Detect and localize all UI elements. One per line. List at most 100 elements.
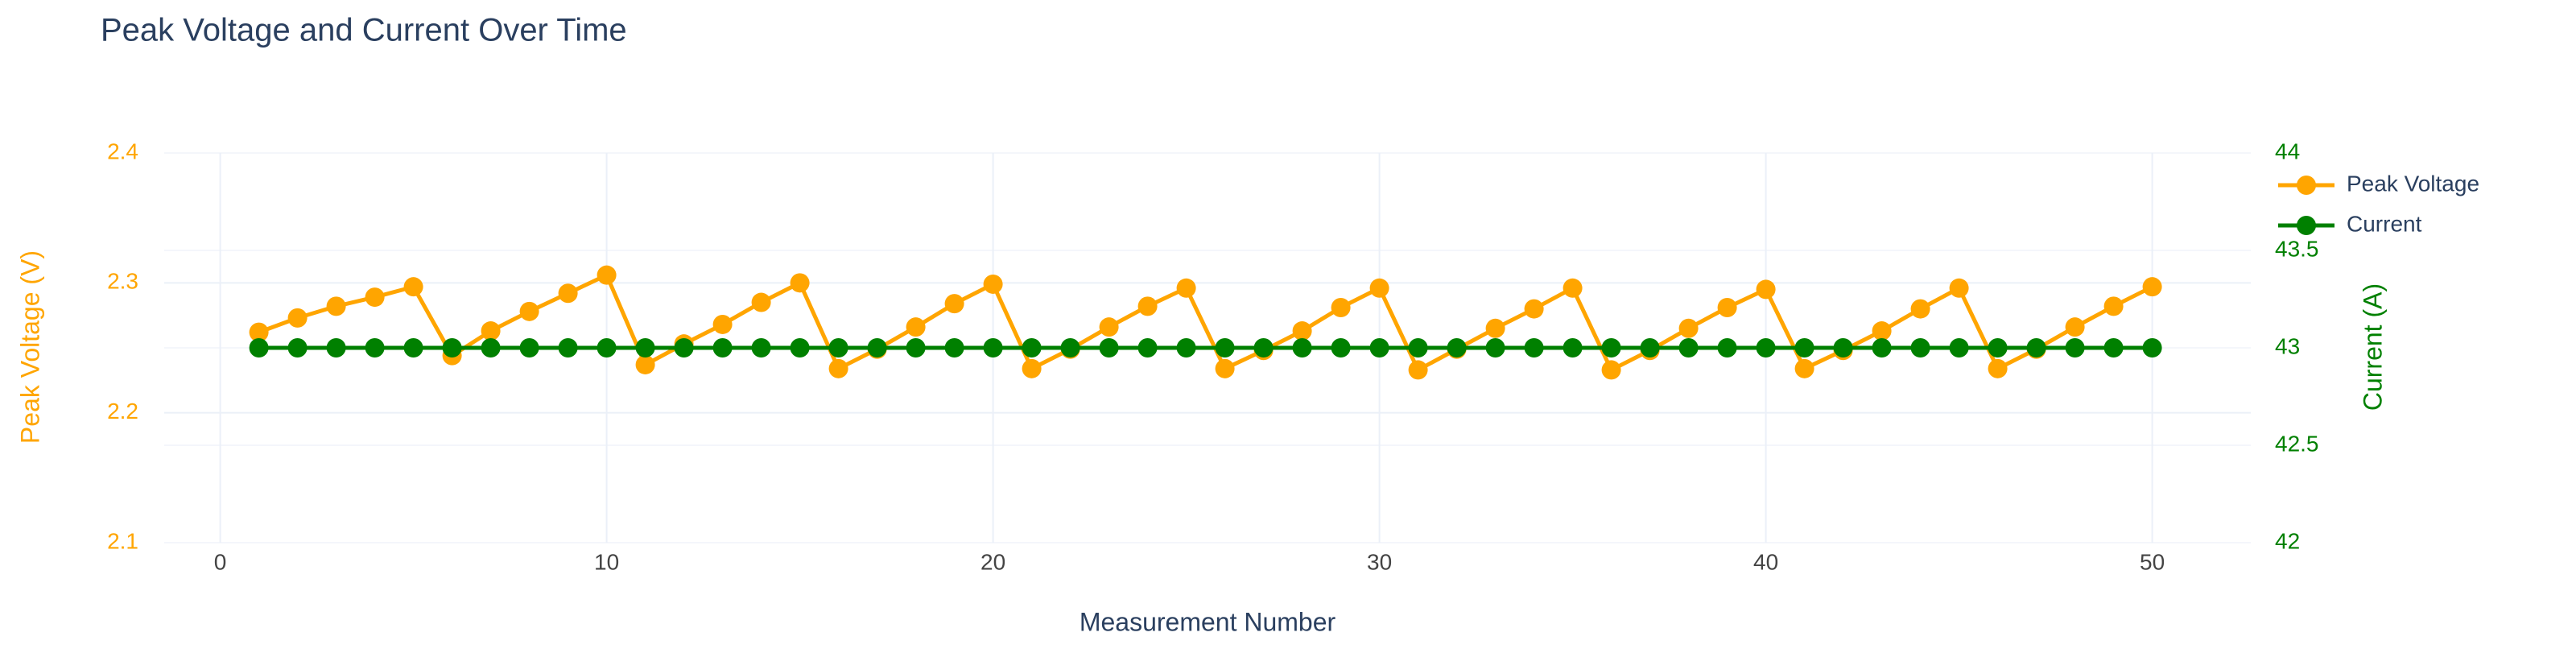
marker	[906, 317, 926, 337]
marker	[983, 274, 1003, 294]
marker	[1524, 338, 1544, 357]
marker	[1292, 321, 1312, 341]
marker	[1022, 338, 1042, 357]
marker	[326, 296, 346, 316]
y-tick-label: 2.2	[107, 399, 138, 424]
legend-marker	[2297, 216, 2316, 235]
marker	[287, 308, 308, 328]
marker	[481, 338, 501, 357]
marker	[751, 338, 771, 357]
marker	[403, 338, 423, 357]
y-tick-label: 2.3	[107, 269, 138, 294]
marker	[1022, 358, 1042, 378]
marker	[2142, 277, 2162, 297]
marker	[867, 338, 887, 357]
marker	[1369, 338, 1389, 357]
marker	[1756, 338, 1776, 357]
marker	[828, 358, 848, 378]
marker	[2065, 338, 2085, 357]
marker	[674, 338, 694, 357]
marker	[1524, 299, 1544, 319]
marker	[1563, 338, 1583, 357]
marker	[287, 338, 308, 357]
marker	[828, 338, 848, 357]
marker	[1176, 338, 1196, 357]
marker	[751, 292, 771, 312]
y2-tick-label: 43	[2275, 333, 2300, 358]
x-tick-label: 30	[1367, 549, 1392, 574]
y-tick-label: 2.4	[107, 138, 138, 163]
marker	[1640, 338, 1660, 357]
legend-marker	[2297, 176, 2316, 195]
marker	[597, 338, 617, 357]
marker	[1872, 321, 1892, 341]
marker	[1717, 338, 1737, 357]
marker	[1949, 338, 1969, 357]
chart-title: Peak Voltage and Current Over Time	[101, 13, 627, 48]
marker	[1910, 299, 1930, 319]
marker	[635, 338, 655, 357]
marker	[1176, 278, 1196, 298]
marker	[1485, 318, 1505, 338]
series-line	[258, 272, 2153, 373]
y2-tick-label: 42.5	[2275, 431, 2319, 456]
marker	[1794, 358, 1814, 378]
marker	[1988, 358, 2008, 378]
marker	[1949, 278, 1969, 298]
y2-tick-label: 42	[2275, 528, 2300, 553]
marker	[519, 301, 539, 321]
marker	[1794, 338, 1814, 357]
marker	[2142, 338, 2162, 357]
marker	[1060, 338, 1080, 357]
marker	[1408, 338, 1428, 357]
marker	[481, 321, 501, 341]
marker	[1678, 318, 1699, 338]
marker	[1563, 278, 1583, 298]
marker	[1331, 297, 1351, 317]
marker	[712, 338, 733, 357]
marker	[1678, 338, 1699, 357]
marker	[442, 338, 462, 357]
marker	[1292, 338, 1312, 357]
marker	[365, 287, 385, 308]
y-tick-label: 2.1	[107, 528, 138, 553]
marker	[1447, 338, 1467, 357]
marker	[2103, 338, 2124, 357]
legend-label: Peak Voltage	[2347, 171, 2479, 196]
marker	[712, 314, 733, 334]
marker	[519, 338, 539, 357]
marker	[1099, 317, 1119, 337]
marker	[249, 338, 269, 357]
x-tick-label: 50	[2140, 549, 2165, 574]
marker	[1717, 297, 1737, 317]
x-tick-label: 40	[1753, 549, 1778, 574]
x-tick-label: 20	[980, 549, 1005, 574]
marker	[790, 273, 810, 293]
marker	[1910, 338, 1930, 357]
marker	[2065, 317, 2085, 337]
marker	[1485, 338, 1505, 357]
legend-label: Current	[2347, 211, 2422, 236]
marker	[2026, 338, 2046, 357]
x-tick-label: 10	[594, 549, 619, 574]
marker	[944, 338, 964, 357]
marker	[1872, 338, 1892, 357]
marker	[1253, 338, 1274, 357]
marker	[558, 283, 578, 304]
marker	[249, 322, 269, 342]
y2-tick-label: 43.5	[2275, 236, 2319, 261]
marker	[1215, 338, 1235, 357]
marker	[1215, 358, 1235, 378]
marker	[1137, 338, 1158, 357]
marker	[1408, 360, 1428, 380]
marker	[790, 338, 810, 357]
y-axis-title: Peak Voltage (V)	[15, 250, 44, 444]
marker	[983, 338, 1003, 357]
marker	[365, 338, 385, 357]
marker	[1988, 338, 2008, 357]
marker	[558, 338, 578, 357]
x-tick-label: 0	[214, 549, 227, 574]
marker	[1137, 296, 1158, 316]
y2-tick-label: 44	[2275, 138, 2300, 163]
